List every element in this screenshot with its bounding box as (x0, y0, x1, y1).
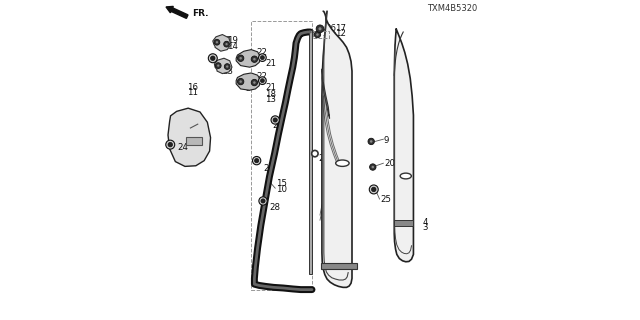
Circle shape (369, 185, 378, 194)
Circle shape (319, 27, 321, 30)
Circle shape (260, 79, 264, 83)
Circle shape (368, 138, 374, 145)
Text: 16: 16 (187, 83, 198, 92)
Text: 28: 28 (263, 164, 274, 173)
Circle shape (237, 78, 244, 85)
Circle shape (260, 56, 264, 60)
Text: 5: 5 (246, 84, 252, 93)
Circle shape (168, 142, 173, 147)
Text: FR.: FR. (192, 9, 209, 18)
Polygon shape (168, 108, 211, 166)
Text: 2: 2 (321, 212, 326, 220)
Circle shape (312, 150, 318, 157)
Polygon shape (214, 58, 232, 74)
Text: 9: 9 (384, 136, 389, 145)
Circle shape (370, 140, 372, 143)
Text: 17: 17 (335, 24, 346, 33)
FancyArrow shape (166, 6, 188, 18)
Circle shape (225, 64, 230, 69)
Text: 15: 15 (276, 180, 287, 188)
Text: 29: 29 (318, 154, 329, 163)
Text: 7: 7 (246, 79, 252, 88)
Circle shape (216, 41, 218, 44)
Text: 18: 18 (265, 90, 276, 99)
Text: TXM4B5320: TXM4B5320 (426, 4, 477, 13)
Circle shape (239, 80, 242, 83)
Circle shape (273, 118, 277, 122)
Text: 22: 22 (256, 72, 267, 81)
Circle shape (255, 158, 259, 163)
Polygon shape (322, 69, 330, 118)
Text: 28: 28 (272, 121, 283, 130)
Polygon shape (322, 11, 352, 287)
Circle shape (214, 39, 220, 45)
Circle shape (371, 166, 374, 168)
Circle shape (253, 81, 255, 84)
Text: 1: 1 (321, 217, 326, 226)
Text: 30: 30 (220, 36, 231, 45)
Circle shape (251, 56, 257, 62)
Circle shape (239, 57, 242, 60)
Circle shape (253, 58, 255, 60)
Text: 26: 26 (325, 24, 336, 33)
Polygon shape (394, 29, 413, 262)
Circle shape (251, 79, 257, 86)
Text: 23: 23 (223, 67, 234, 76)
Circle shape (211, 56, 215, 60)
Text: 10: 10 (276, 185, 287, 194)
Circle shape (316, 33, 319, 36)
Polygon shape (321, 263, 357, 269)
Bar (313, 31, 329, 38)
Circle shape (252, 156, 261, 165)
Circle shape (224, 41, 230, 47)
Text: 14: 14 (227, 42, 237, 51)
Circle shape (314, 31, 321, 38)
Bar (251, 21, 312, 290)
Circle shape (225, 43, 228, 45)
Bar (186, 137, 202, 145)
Text: 25: 25 (380, 196, 391, 204)
Circle shape (259, 54, 266, 61)
Polygon shape (394, 220, 413, 226)
Polygon shape (236, 50, 261, 67)
Text: 11: 11 (187, 88, 198, 97)
Text: 8: 8 (241, 60, 247, 68)
Text: 6: 6 (246, 60, 252, 68)
Polygon shape (236, 73, 261, 90)
Text: 24: 24 (221, 63, 232, 72)
Circle shape (215, 63, 221, 68)
Text: 28: 28 (269, 203, 280, 212)
Circle shape (209, 54, 218, 63)
Text: 3: 3 (422, 223, 428, 232)
Text: 12: 12 (335, 29, 346, 38)
Circle shape (217, 64, 220, 67)
Circle shape (259, 77, 266, 84)
Text: 24: 24 (178, 143, 189, 152)
Circle shape (166, 140, 175, 149)
Text: 22: 22 (256, 48, 267, 57)
Text: 20: 20 (384, 159, 395, 168)
Text: 21: 21 (266, 60, 276, 68)
Circle shape (371, 187, 376, 192)
Text: 27: 27 (323, 29, 333, 38)
Circle shape (259, 197, 268, 205)
Polygon shape (212, 35, 231, 51)
Circle shape (237, 55, 244, 61)
Circle shape (316, 25, 324, 33)
Circle shape (370, 164, 376, 170)
Ellipse shape (400, 173, 412, 179)
Text: 4: 4 (422, 218, 428, 227)
Polygon shape (310, 30, 312, 274)
Text: 19: 19 (227, 36, 237, 45)
Circle shape (226, 65, 228, 68)
Text: 21: 21 (266, 83, 276, 92)
Text: 13: 13 (265, 95, 276, 104)
Circle shape (271, 116, 280, 124)
Ellipse shape (335, 160, 349, 166)
Circle shape (261, 199, 265, 203)
